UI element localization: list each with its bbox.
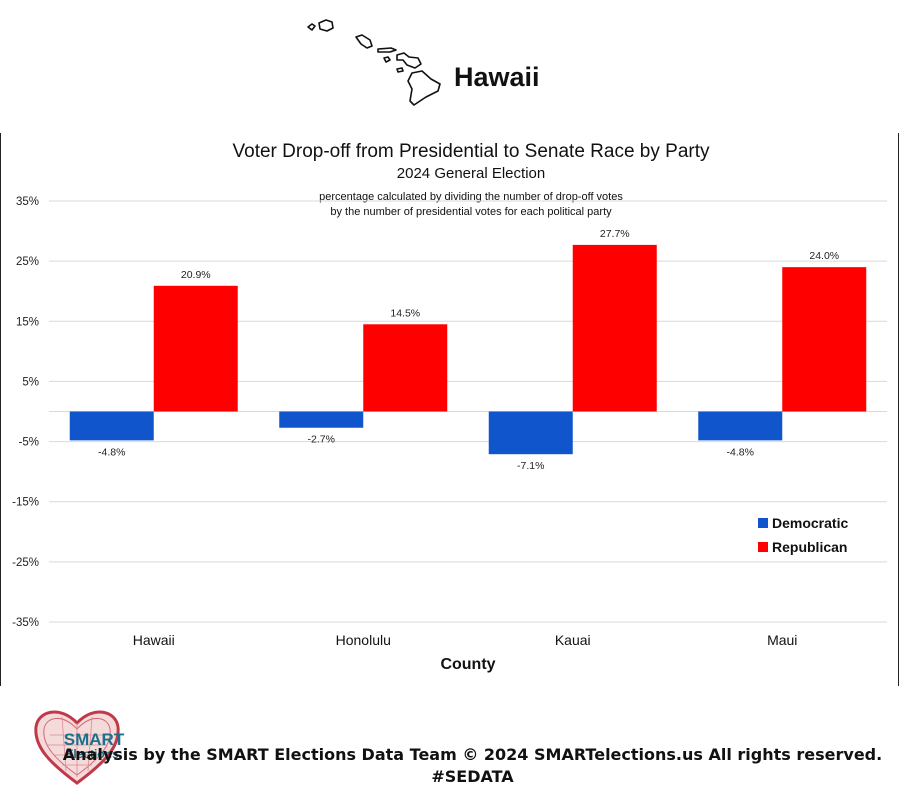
x-axis-ticks: Hawaii Honolulu Kauai Maui <box>133 632 798 648</box>
data-label: -4.8% <box>727 446 754 458</box>
footer-credit: Analysis by the SMART Elections Data Tea… <box>0 744 900 788</box>
hawaii-islands-outline <box>307 19 441 106</box>
lanai-island <box>383 56 391 63</box>
y-tick-label: 15% <box>16 316 39 328</box>
bar-democratic-honolulu <box>279 411 364 428</box>
legend-label: Republican <box>772 539 847 555</box>
state-name: Hawaii <box>454 62 540 92</box>
big-island <box>407 70 441 106</box>
chart-frame: Voter Drop-off from Presidential to Sena… <box>0 133 899 686</box>
legend: Democratic Republican <box>758 515 848 555</box>
y-tick-label: -5% <box>19 437 39 449</box>
molokai-island <box>377 47 397 53</box>
y-tick-label: 25% <box>16 256 39 268</box>
logo-text-line-1: SMART <box>64 730 125 749</box>
y-axis-ticks: 35% 25% 15% 5% -5% -15% -25% -35% <box>12 196 39 629</box>
data-label: 20.9% <box>181 269 211 281</box>
niihau-island <box>307 23 316 31</box>
legend-swatch <box>758 518 768 528</box>
y-tick-label: -25% <box>12 557 39 569</box>
chart: Voter Drop-off from Presidential to Sena… <box>12 141 887 673</box>
y-tick-label: -15% <box>12 497 39 509</box>
maui-island <box>396 52 422 69</box>
bar-republican-honolulu <box>363 324 448 412</box>
legend-label: Democratic <box>772 515 848 531</box>
chart-note-line-2: by the number of presidential votes for … <box>330 206 612 218</box>
bar-democratic-kauai <box>488 411 573 455</box>
footer-credit-line: Analysis by the SMART Elections Data Tea… <box>62 745 883 764</box>
kahoolawe-island <box>396 67 404 73</box>
chart-note-line-1: percentage calculated by dividing the nu… <box>319 191 623 203</box>
data-label: 14.5% <box>390 307 420 319</box>
x-tick-label: Hawaii <box>133 632 175 648</box>
legend-swatch <box>758 542 768 552</box>
data-label: -7.1% <box>517 460 544 472</box>
y-tick-label: 35% <box>16 196 39 208</box>
chart-title: Voter Drop-off from Presidential to Sena… <box>233 141 710 162</box>
oahu-island <box>355 34 373 49</box>
x-tick-label: Kauai <box>555 632 591 648</box>
data-label: 24.0% <box>809 250 839 262</box>
data-labels: -4.8% 20.9% -2.7% 14.5% -7.1% 27.7% -4.8% 24.0% <box>98 228 839 472</box>
data-label: -4.8% <box>98 446 125 458</box>
chart-subtitle: 2024 General Election <box>397 165 545 182</box>
bars <box>69 244 867 455</box>
bar-republican-kauai <box>572 244 657 412</box>
data-label: -2.7% <box>308 434 335 446</box>
kauai-island <box>318 19 334 32</box>
bar-republican-maui <box>782 267 867 412</box>
bar-democratic-hawaii <box>69 411 154 441</box>
smart-elections-logo: SMART Elections <box>34 710 125 785</box>
y-tick-label: -35% <box>12 617 39 629</box>
x-tick-label: Maui <box>767 632 797 648</box>
logo-text-line-2: Elections <box>65 747 119 761</box>
data-label: 27.7% <box>600 228 630 240</box>
bar-democratic-maui <box>698 411 783 441</box>
footer-hashtag: #SEDATA <box>431 767 514 786</box>
bar-republican-hawaii <box>153 285 238 412</box>
x-tick-label: Honolulu <box>336 632 391 648</box>
x-axis-label: County <box>440 656 495 673</box>
y-tick-label: 5% <box>22 376 39 388</box>
